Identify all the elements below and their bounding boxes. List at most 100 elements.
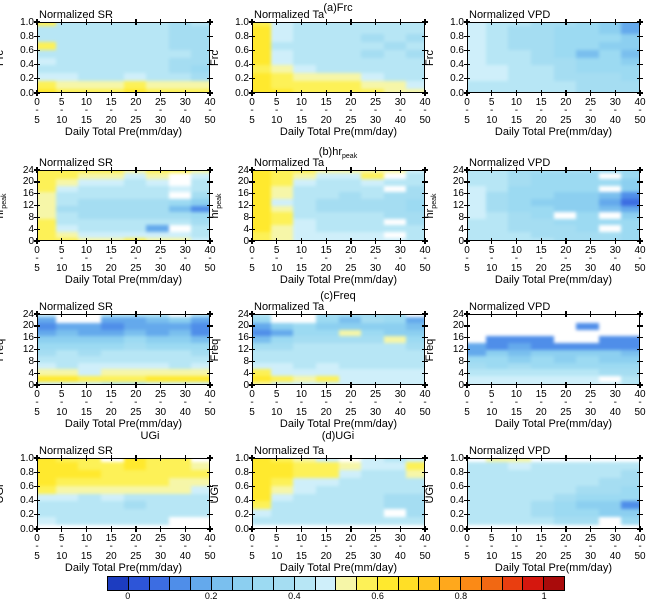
- heatmap-cell: [315, 493, 339, 502]
- x-tick-dash: -: [514, 397, 519, 408]
- heatmap-cell: [406, 461, 424, 470]
- x-tick-label-bottom: 10: [271, 407, 283, 418]
- y-tick-label: 8: [243, 211, 249, 223]
- heatmap-cell: [55, 41, 79, 50]
- heatmap-cell: [576, 336, 599, 343]
- heatmap-cell: [508, 459, 531, 462]
- heatmap-cell: [253, 41, 271, 50]
- heatmap-cell: [361, 185, 384, 193]
- y-axis-label: hrpeak: [0, 176, 8, 236]
- x-tick-mark: [565, 382, 567, 388]
- heatmap-cell: [621, 73, 639, 82]
- heatmap-cell: [621, 65, 639, 74]
- x-tick-label-top: 10: [510, 389, 522, 400]
- x-tick-label-bottom: 50: [419, 115, 431, 126]
- heatmap-cell: [598, 509, 622, 518]
- heatmap-cell: [78, 73, 101, 82]
- heatmap-cell: [191, 323, 209, 330]
- x-tick-dash: -: [84, 253, 89, 264]
- heatmap-cell: [146, 205, 169, 213]
- heatmap-cell: [168, 23, 192, 26]
- x-tick-mark: [374, 238, 377, 244]
- heatmap-cell: [253, 342, 271, 350]
- y-tick-mark: [464, 181, 470, 183]
- x-tick-label-top: 25: [155, 533, 167, 544]
- y-tick-mark: [207, 64, 213, 66]
- x-tick-mark: [491, 238, 493, 244]
- x-tick-mark: [110, 19, 112, 25]
- x-tick-label-bottom: 25: [560, 115, 572, 126]
- heatmap-cell: [191, 33, 209, 42]
- heatmap-cell: [78, 349, 101, 357]
- heatmap-cell: [123, 172, 147, 180]
- y-tick-mark: [34, 49, 40, 52]
- heatmap-cell: [146, 461, 169, 470]
- heatmap-cell: [508, 172, 531, 180]
- heatmap-cell: [508, 477, 531, 486]
- x-tick-mark: [159, 238, 162, 244]
- x-tick-label-top: 20: [345, 389, 357, 400]
- heatmap-cell: [406, 205, 424, 213]
- heatmap-cell: [361, 501, 384, 510]
- heatmap-cell: [553, 469, 577, 478]
- heatmap-cell: [621, 493, 639, 502]
- heatmap-cell: [553, 238, 577, 240]
- x-tick-dash: -: [299, 541, 304, 552]
- x-tick-label-top: 15: [320, 245, 332, 256]
- y-tick-mark: [249, 193, 255, 195]
- y-tick-label: 0.2: [20, 73, 34, 85]
- x-tick-mark: [515, 238, 518, 244]
- y-tick-mark: [464, 228, 470, 230]
- heatmap-cell: [78, 23, 101, 26]
- heatmap-cell: [315, 461, 339, 470]
- y-tick-label: 0.0: [20, 523, 34, 535]
- heatmap-cell: [621, 469, 639, 478]
- x-tick-mark: [300, 238, 303, 244]
- x-tick-mark: [159, 382, 162, 388]
- heatmap-cell: [576, 493, 599, 502]
- x-tick-label-bottom: 5: [34, 551, 40, 562]
- heatmap-cell: [598, 73, 622, 82]
- heatmap-cell: [315, 171, 339, 173]
- y-tick-mark: [34, 457, 40, 459]
- x-tick-dash: -: [373, 105, 378, 116]
- y-axis-label-text: hr: [209, 208, 221, 218]
- heatmap-cell: [253, 65, 271, 74]
- heatmap-cell: [485, 469, 509, 478]
- heatmap-cell: [485, 493, 509, 502]
- heatmap-cell: [191, 459, 209, 462]
- x-tick-dash: -: [158, 397, 163, 408]
- heatmap-cell: [123, 375, 147, 383]
- y-tick-label: 0.6: [450, 44, 464, 56]
- heatmap-cell: [598, 485, 622, 494]
- x-tick-dash: -: [35, 253, 39, 264]
- heatmap-cell: [553, 179, 577, 186]
- heatmap-cell: [598, 23, 622, 26]
- y-tick-mark: [207, 92, 213, 94]
- heatmap-cell: [468, 382, 486, 384]
- y-tick-mark: [422, 457, 428, 459]
- x-tick-dash: -: [60, 105, 64, 116]
- heatmap-cell: [485, 198, 509, 206]
- x-tick-mark: [374, 526, 377, 532]
- y-tick-mark: [637, 92, 643, 94]
- y-tick-label: 0.6: [450, 480, 464, 492]
- y-tick-mark: [249, 21, 255, 23]
- heatmap-cell: [123, 89, 147, 92]
- heatmap-cell: [508, 485, 531, 494]
- heatmap-cell: [55, 485, 79, 494]
- x-axis-label: Daily Total Pre(mm/day): [64, 562, 183, 574]
- y-tick-label: 0.4: [235, 59, 249, 71]
- x-tick-label-bottom: 50: [419, 263, 431, 274]
- y-tick-mark: [637, 348, 643, 351]
- heatmap-cell: [293, 23, 316, 26]
- panel-title: Normalized Ta: [254, 301, 325, 313]
- y-tick-label: 4: [28, 223, 34, 235]
- y-tick-mark: [422, 92, 428, 94]
- heatmap-cell: [361, 25, 384, 34]
- x-tick-label-top: 5: [58, 533, 65, 544]
- y-tick-label: 4: [243, 223, 249, 235]
- x-tick-mark: [61, 238, 63, 244]
- colorbar-label: 0.2: [204, 591, 218, 601]
- heatmap-cell: [123, 231, 147, 239]
